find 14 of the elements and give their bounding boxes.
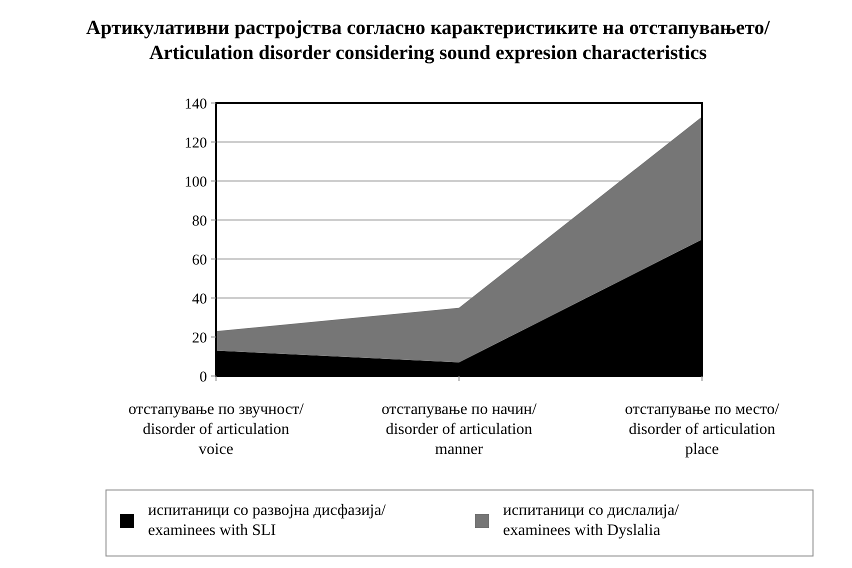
y-tick-label: 100 [184,174,207,190]
y-tick-label: 120 [184,135,207,152]
legend-label: испитаници со развојна дисфазија/ examinees with SLI [148,502,386,539]
y-tick-label: 60 [192,252,207,268]
x-tick-label: отстапување по начин/ disorder of articulation manner [381,401,538,458]
legend-label: испитаници со дислалија/ examinees with Dyslalia [503,502,680,539]
y-tick-label: 40 [192,291,207,308]
y-tick-label: 80 [192,213,207,230]
x-tick-label: отстапување по место/ disorder of articulation place [624,401,780,458]
y-tick-label: 20 [192,330,207,346]
y-tick-label: 0 [200,369,207,386]
y-tick-label: 140 [184,96,207,112]
chart-title: Артикулативни растројства согласно карактеристиките на отстапувањето/ Articulation disorder considering sound expresion characteristics [86,17,770,64]
x-tick-label: отстапување по звучност/ disorder of articulation voice [128,401,304,458]
